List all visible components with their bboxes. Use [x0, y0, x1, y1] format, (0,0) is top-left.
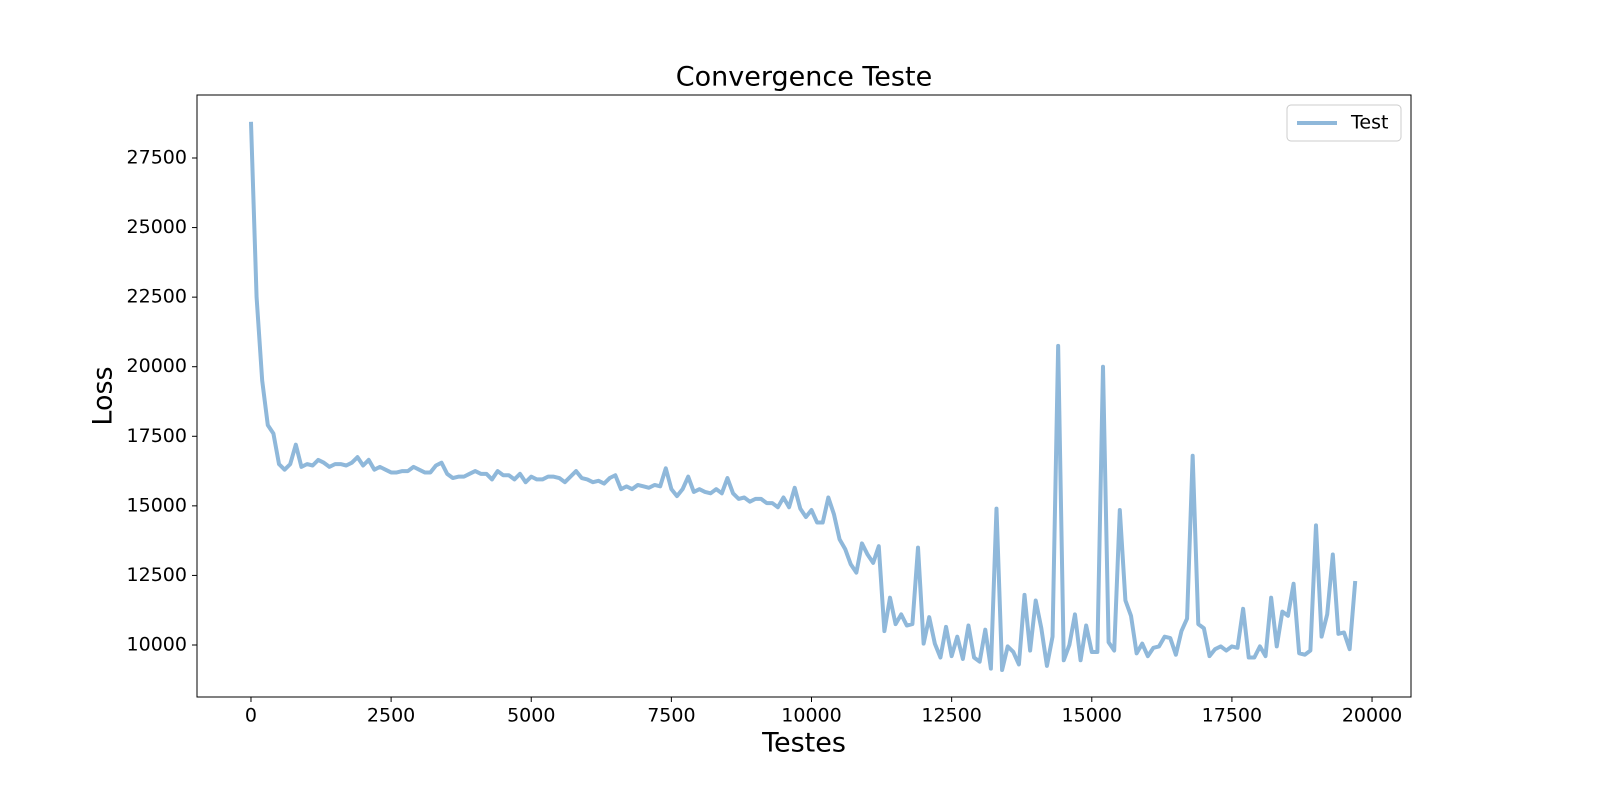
x-tick-label: 2500 — [367, 705, 415, 727]
x-tick-label: 5000 — [507, 705, 555, 727]
legend-box — [1286, 104, 1402, 142]
data-line — [248, 121, 1358, 673]
y-tick-label: 25000 — [127, 216, 187, 238]
x-tick-label: 20000 — [1342, 705, 1402, 727]
y-tick-label: 12500 — [127, 564, 187, 586]
y-tick-label: 10000 — [127, 633, 187, 655]
x-tick-label: 15000 — [1062, 705, 1122, 727]
y-tick-label: 22500 — [127, 286, 187, 308]
x-tick-label: 0 — [245, 705, 257, 727]
x-axis-label: Testes — [761, 728, 846, 759]
plot-frame — [196, 94, 1412, 698]
x-tick-label: 10000 — [781, 705, 841, 727]
x-tick-label: 7500 — [647, 705, 695, 727]
x-tick-label: 12500 — [921, 705, 981, 727]
y-tick-label: 15000 — [127, 494, 187, 516]
legend-label: Test — [1350, 112, 1388, 134]
y-axis-label: Loss — [88, 366, 119, 425]
chart-title: Convergence Teste — [676, 62, 932, 93]
x-tick-label: 17500 — [1202, 705, 1262, 727]
y-tick-label: 20000 — [127, 355, 187, 377]
y-tick-label: 17500 — [127, 425, 187, 447]
y-tick-label: 27500 — [127, 147, 187, 169]
